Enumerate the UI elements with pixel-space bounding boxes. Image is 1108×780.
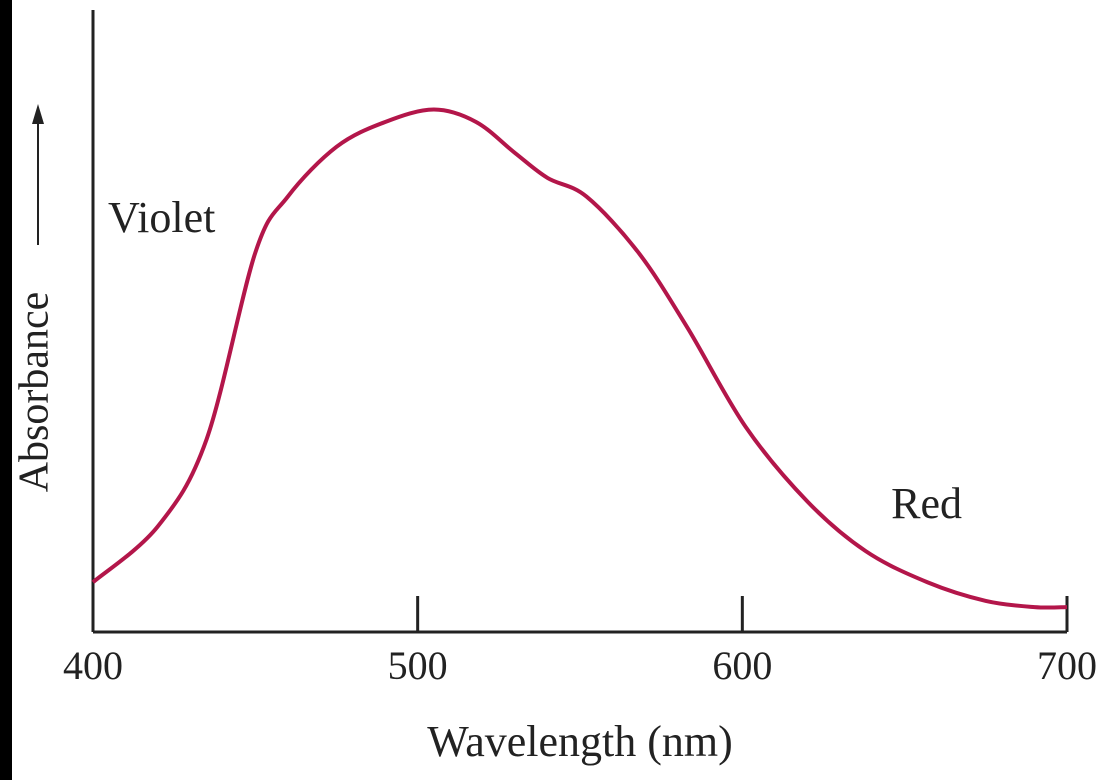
spectrum-line <box>91 107 1068 610</box>
y-arrow-head <box>32 104 44 124</box>
annotation: Violet <box>108 193 215 242</box>
x-tick-label: 400 <box>63 643 123 688</box>
annotation: Red <box>891 479 962 528</box>
left-border <box>0 0 12 780</box>
x-tick-label: 500 <box>388 643 448 688</box>
x-tick-label: 600 <box>712 643 772 688</box>
x-tick-label: 700 <box>1037 643 1097 688</box>
x-axis-label: Wavelength (nm) <box>427 717 733 766</box>
y-axis-label: Absorbance <box>12 292 58 493</box>
